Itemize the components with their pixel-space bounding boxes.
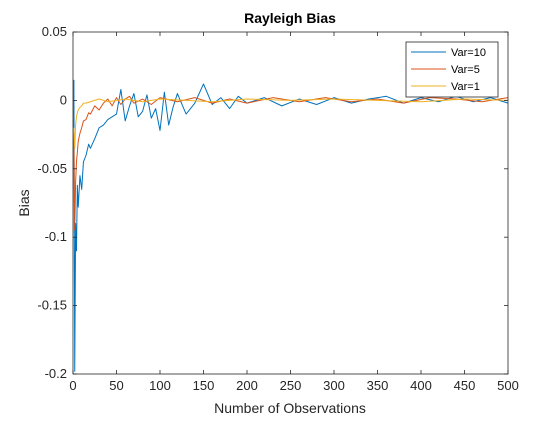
x-tick-label: 300 bbox=[323, 378, 345, 393]
x-tick-labels: 0 50 100 150 200 250 300 350 400 450 500 bbox=[69, 378, 518, 393]
series-line-3 bbox=[73, 98, 509, 149]
series-group bbox=[73, 79, 509, 372]
y-tick-label: -0.15 bbox=[37, 298, 67, 313]
series-line-1 bbox=[73, 79, 509, 372]
x-tick-label: 200 bbox=[236, 378, 258, 393]
x-axis-label: Number of Observations bbox=[214, 400, 366, 416]
x-tick-label: 350 bbox=[367, 378, 389, 393]
x-tick-label: 250 bbox=[280, 378, 302, 393]
y-tick-label: -0.2 bbox=[45, 366, 67, 381]
x-tick-label: 400 bbox=[410, 378, 432, 393]
x-tick-label: 450 bbox=[454, 378, 476, 393]
ticks-group bbox=[72, 31, 509, 375]
x-tick-label: 100 bbox=[149, 378, 171, 393]
y-tick-label: -0.1 bbox=[45, 229, 67, 244]
x-tick-label: 500 bbox=[497, 378, 519, 393]
legend-label-1: Var=10 bbox=[451, 47, 486, 59]
y-tick-label: 0 bbox=[60, 92, 67, 107]
legend-label-3: Var=1 bbox=[451, 81, 480, 93]
legend: Var=10 Var=5 Var=1 bbox=[405, 41, 499, 98]
y-tick-label: -0.05 bbox=[37, 161, 67, 176]
legend-label-2: Var=5 bbox=[451, 64, 480, 76]
chart-title: Rayleigh Bias bbox=[244, 10, 336, 26]
x-tick-label: 150 bbox=[193, 378, 215, 393]
y-axis-label: Bias bbox=[16, 189, 32, 216]
x-tick-label: 50 bbox=[109, 378, 123, 393]
y-tick-label: 0.05 bbox=[42, 24, 67, 39]
y-tick-labels: -0.2 -0.15 -0.1 -0.05 0 0.05 bbox=[37, 24, 67, 381]
x-tick-label: 0 bbox=[69, 378, 76, 393]
series-line-2 bbox=[73, 95, 509, 231]
